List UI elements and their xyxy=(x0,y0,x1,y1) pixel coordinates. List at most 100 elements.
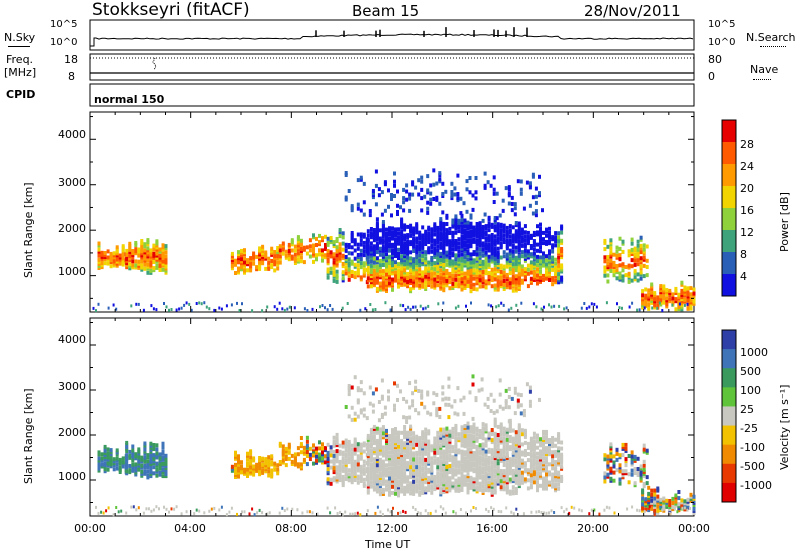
velocity-cell xyxy=(344,442,348,447)
velocity-cell xyxy=(645,448,649,453)
velocity-cell xyxy=(481,450,485,455)
power-cell xyxy=(472,250,476,255)
power-cell xyxy=(436,232,440,237)
power-cell xyxy=(680,282,684,287)
power-cell xyxy=(454,224,458,229)
power-cell xyxy=(369,282,373,287)
power-cell xyxy=(402,187,406,192)
velocity-cell xyxy=(439,433,443,438)
velocity-cell xyxy=(106,459,110,464)
power-cell xyxy=(430,284,434,289)
power-cell xyxy=(249,260,253,265)
power-cell xyxy=(296,235,300,240)
velocity-cell xyxy=(650,492,654,497)
power-cell xyxy=(511,225,515,230)
power-cell xyxy=(424,266,428,271)
velocity-cell xyxy=(400,487,404,492)
velocity-cell xyxy=(326,450,330,455)
power-cell xyxy=(436,262,440,267)
power-cell xyxy=(424,252,428,257)
velocity-cell xyxy=(378,463,382,468)
power-cell xyxy=(335,275,339,280)
velocity-cell xyxy=(350,464,354,468)
velocity-cell xyxy=(499,479,503,484)
power-cell xyxy=(237,250,240,255)
power-cell xyxy=(469,279,473,283)
power-cell xyxy=(385,235,388,240)
power-cell xyxy=(338,230,342,235)
power-cell xyxy=(624,273,628,278)
velocity-cell xyxy=(517,439,521,444)
velocity-cell xyxy=(378,439,382,444)
power-cell xyxy=(441,181,445,186)
velocity-cell xyxy=(686,503,690,508)
power-cell xyxy=(324,243,327,247)
velocity-cell xyxy=(460,449,464,454)
velocity-cell xyxy=(362,441,366,446)
velocity-cell xyxy=(490,448,494,453)
power-cell xyxy=(487,224,491,228)
power-cell xyxy=(517,221,521,226)
power-cell xyxy=(448,271,452,276)
power-cell xyxy=(397,227,400,232)
power-cell xyxy=(451,234,455,239)
power-cell xyxy=(121,248,125,253)
velocity-cell xyxy=(542,468,545,473)
velocity-cell xyxy=(548,450,551,455)
velocity-cell xyxy=(430,444,434,449)
power-cell xyxy=(532,278,536,282)
velocity-cell xyxy=(252,468,256,473)
velocity-cell xyxy=(143,457,147,462)
power-cell xyxy=(424,268,428,273)
nave-label: Nave xyxy=(750,63,779,76)
velocity-cell xyxy=(481,442,485,447)
power-cell xyxy=(341,278,345,283)
velocity-cell xyxy=(451,449,455,454)
power-cell xyxy=(545,270,548,275)
power-cell xyxy=(329,304,332,307)
power-cell xyxy=(442,230,446,235)
velocity-cell xyxy=(267,455,271,460)
power-cell xyxy=(466,265,470,270)
power-cell xyxy=(484,269,488,274)
power-cell xyxy=(326,249,330,253)
power-cell xyxy=(350,231,354,235)
power-cell xyxy=(539,241,542,246)
velocity-cell xyxy=(502,448,506,453)
power-cell xyxy=(457,229,461,234)
velocity-cell xyxy=(394,471,397,476)
velocity-cell xyxy=(356,454,360,459)
velocity-cell xyxy=(439,439,443,444)
velocity-cell xyxy=(97,458,101,463)
power-cell xyxy=(511,249,515,254)
velocity-cell xyxy=(164,453,168,458)
power-cell xyxy=(457,245,461,250)
power-cell xyxy=(366,278,370,283)
velocity-cell xyxy=(397,430,400,435)
power-cell xyxy=(296,253,300,258)
power-cell xyxy=(442,271,446,275)
power-cell xyxy=(389,308,392,312)
power-cell xyxy=(439,227,443,232)
power-cell xyxy=(183,303,186,307)
power-cell xyxy=(267,256,271,261)
power-cell xyxy=(465,209,469,214)
power-cell xyxy=(436,277,440,282)
power-cell xyxy=(630,252,634,256)
power-cell xyxy=(368,209,372,213)
power-cell xyxy=(451,218,455,223)
velocity-cell xyxy=(418,460,422,465)
velocity-cell xyxy=(409,465,413,470)
power-cell xyxy=(356,271,360,276)
velocity-cell xyxy=(653,508,657,513)
power-cell xyxy=(609,250,613,255)
power-cell xyxy=(385,252,388,257)
power-cell xyxy=(158,259,162,264)
power-cell xyxy=(406,243,410,248)
power-cell xyxy=(499,241,503,246)
velocity-cell xyxy=(493,450,497,454)
velocity-cell xyxy=(100,452,104,457)
power-cell xyxy=(375,256,379,261)
power-cell xyxy=(541,208,544,213)
power-cell xyxy=(510,202,514,206)
